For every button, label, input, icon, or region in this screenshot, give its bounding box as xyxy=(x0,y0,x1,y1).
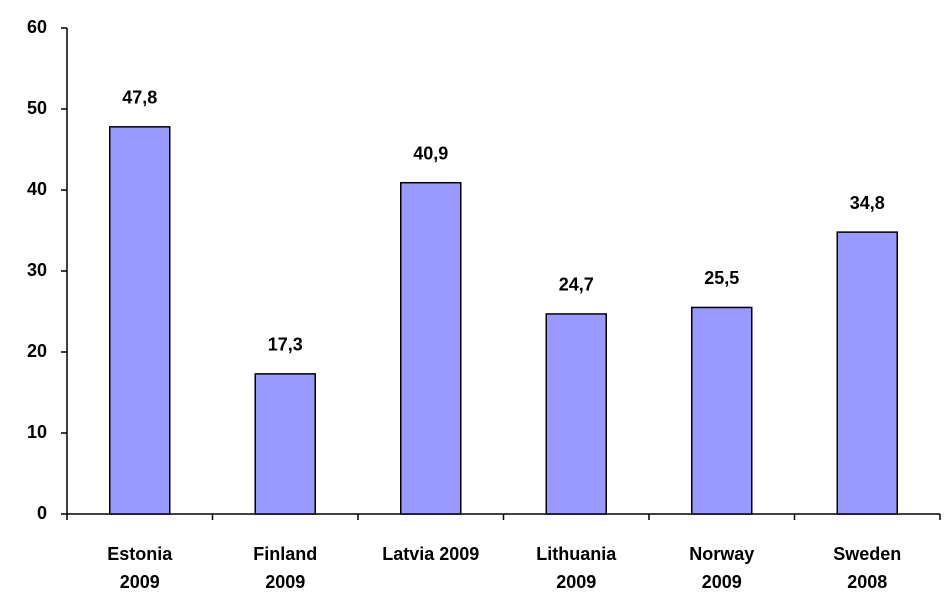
bar xyxy=(109,126,171,515)
y-tick-label: 60 xyxy=(27,17,47,37)
bar xyxy=(691,306,753,515)
x-tick-label: Latvia 2009 xyxy=(382,544,480,564)
x-tick-label: Estonia 2009 xyxy=(107,544,173,592)
x-tick-label: Norway 2009 xyxy=(689,544,755,592)
bar xyxy=(545,313,607,515)
bar xyxy=(400,181,462,515)
value-label: 25,5 xyxy=(704,268,739,288)
value-label: 17,3 xyxy=(268,335,303,355)
value-label: 34,8 xyxy=(850,193,885,213)
bar xyxy=(836,231,898,515)
bar xyxy=(254,373,316,515)
value-label: 24,7 xyxy=(559,275,594,295)
y-tick-label: 10 xyxy=(27,422,47,442)
y-tick-label: 30 xyxy=(27,260,47,280)
value-label: 40,9 xyxy=(413,143,448,163)
x-tick-label: Sweden 2008 xyxy=(833,544,902,592)
value-label: 47,8 xyxy=(122,88,157,108)
y-tick-label: 40 xyxy=(27,179,47,199)
y-tick-label: 50 xyxy=(27,98,47,118)
x-tick-label: Lithuania 2009 xyxy=(536,544,617,592)
x-tick-label: Finland 2009 xyxy=(253,544,318,592)
y-tick-label: 20 xyxy=(27,341,47,361)
y-tick-label: 0 xyxy=(37,503,47,523)
